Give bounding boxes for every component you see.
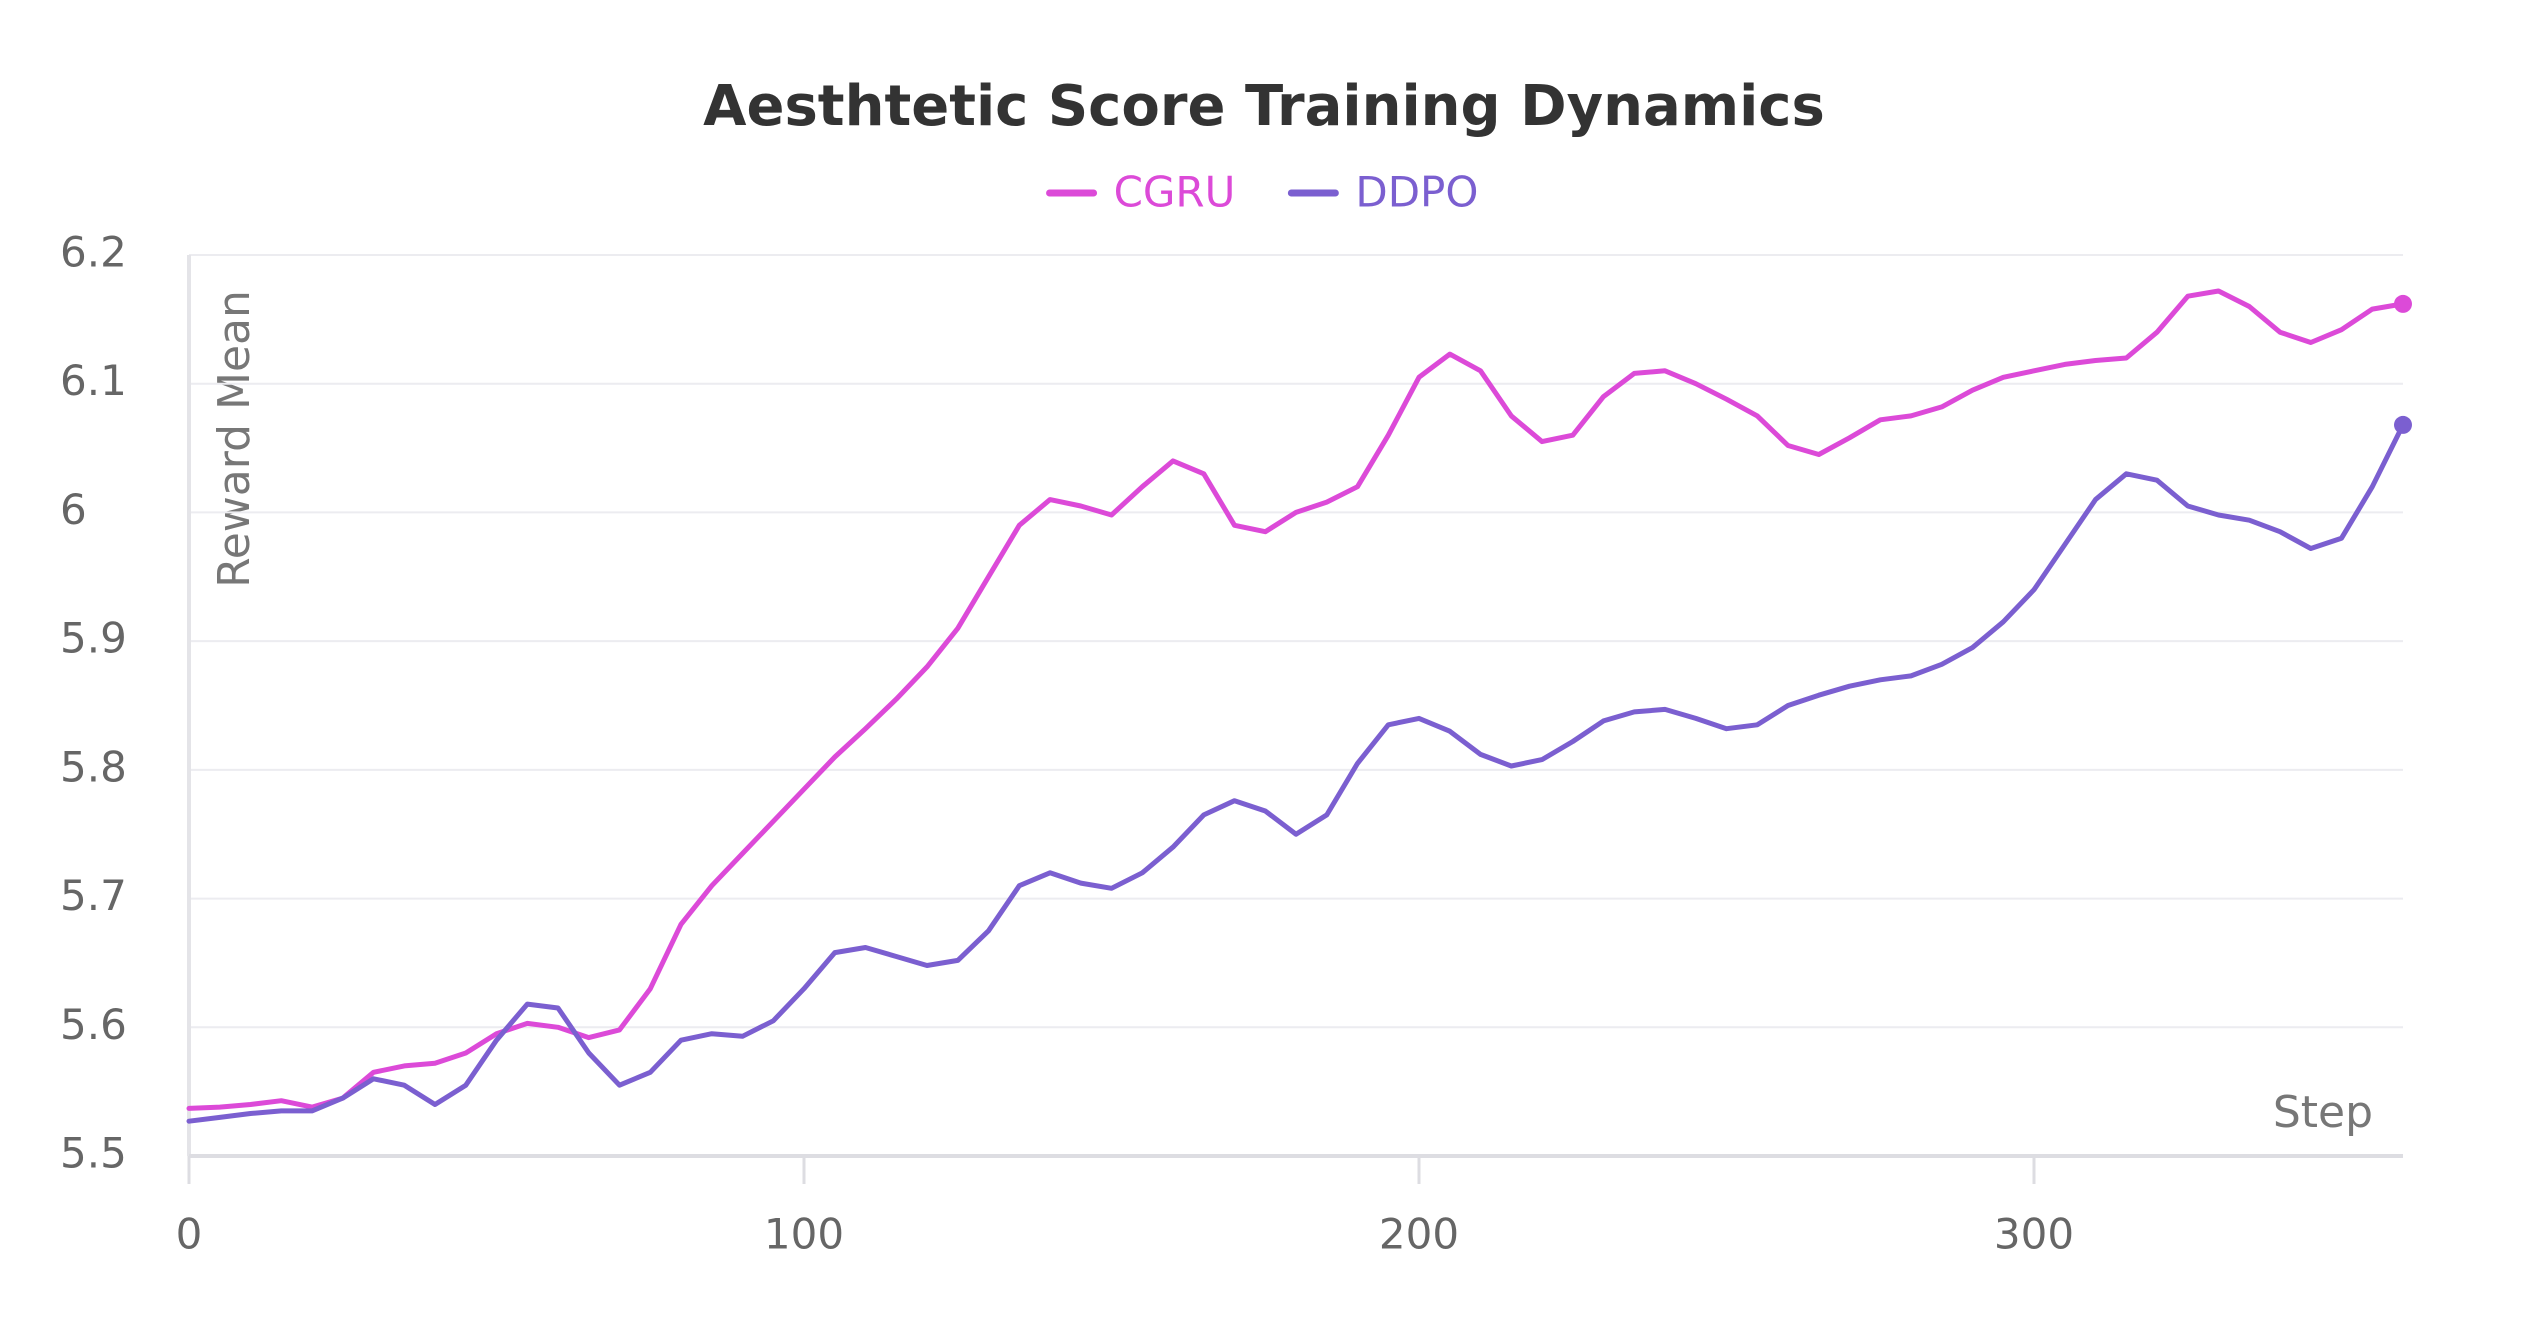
- legend: CGRU DDPO: [1046, 168, 1478, 217]
- y-tick-label: 5.8: [60, 742, 127, 791]
- y-tick-label: 5.6: [60, 1000, 127, 1049]
- legend-item: DDPO: [1287, 168, 1478, 217]
- end-point: [2394, 415, 2412, 434]
- y-tick-label: 5.5: [60, 1129, 127, 1178]
- y-tick-label: 6: [60, 485, 87, 534]
- chart-title: Aesthtetic Score Training Dynamics: [703, 74, 1825, 139]
- y-tick-label: 5.9: [60, 614, 127, 663]
- end-point: [2394, 294, 2412, 313]
- legend-label: DDPO: [1355, 168, 1478, 217]
- x-tick-label: 0: [176, 1210, 203, 1259]
- y-tick-label: 5.7: [60, 871, 127, 920]
- x-tick-label: 200: [1379, 1210, 1459, 1259]
- x-axis-label: Step: [2273, 1087, 2373, 1138]
- legend-item: CGRU: [1046, 168, 1236, 217]
- line-series: [186, 288, 2406, 1111]
- x-tick-label: 300: [1994, 1210, 2074, 1259]
- x-tick-label: 100: [764, 1210, 844, 1259]
- y-tick-label: 6.2: [60, 228, 127, 277]
- y-axis-label: Reward Mean: [209, 290, 260, 588]
- y-tick-label: 6.1: [60, 356, 127, 405]
- legend-label: CGRU: [1114, 168, 1236, 217]
- line-series: [186, 422, 2406, 1124]
